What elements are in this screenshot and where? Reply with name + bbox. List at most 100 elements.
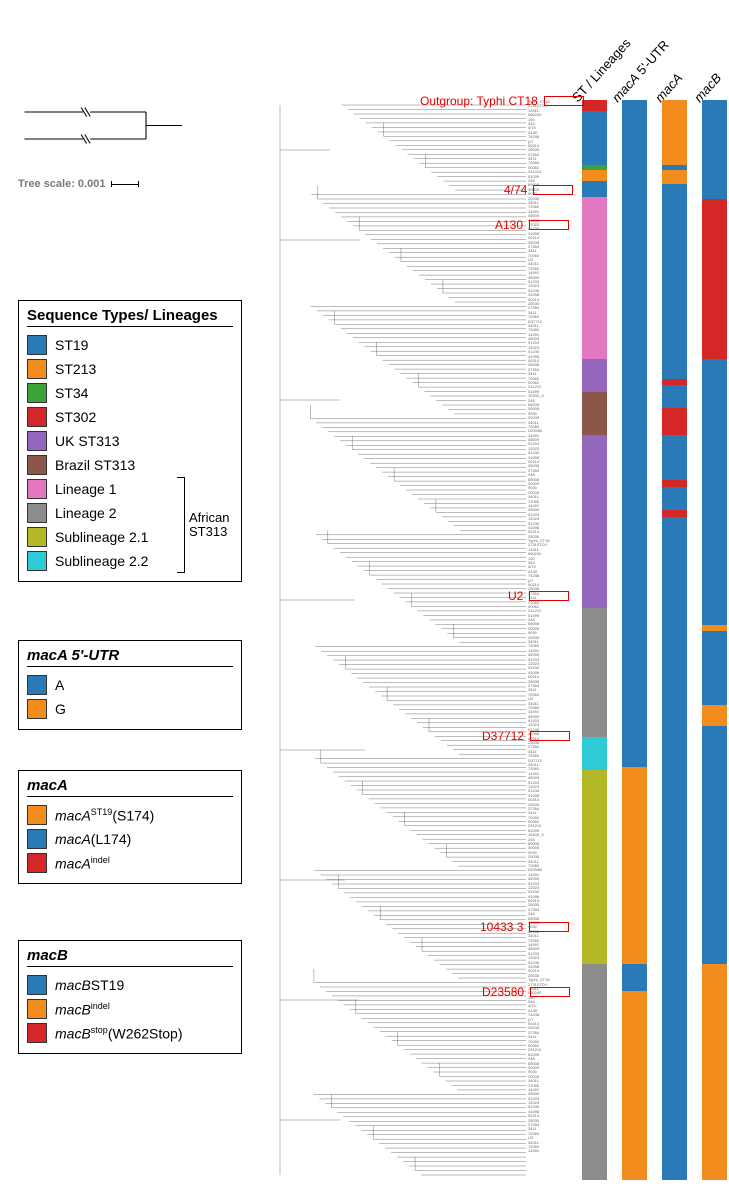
strip-segment [582,608,607,738]
legend-row: macAST19(S174) [27,803,233,827]
strip-segment [662,517,687,1180]
strip-segment [622,964,647,991]
column-utr [622,100,647,1180]
column-macB [702,100,727,1180]
column-lineage [582,100,607,1180]
swatch [27,359,47,379]
legend-item-label: A [55,677,64,693]
strip-segment [662,184,687,378]
strip-segment [702,359,727,625]
legend-macA-title: macA [27,777,233,797]
strip-segment [582,100,607,111]
strip-segment [582,770,607,964]
legend-item-label: macAindel [55,855,110,872]
strip-segment [582,359,607,391]
callout-box [529,922,569,932]
phylo-tree [270,100,530,1180]
swatch [27,527,47,547]
swatch [27,335,47,355]
callout-box [530,731,570,741]
legend-item-label: Lineage 1 [55,481,117,497]
legend-item-label: ST34 [55,385,88,401]
legend-item-label: macBST19 [55,977,124,993]
legend-item-label: macBstop(W262Stop) [55,1025,183,1042]
callout-label: Outgroup: Typhi CT18 [420,94,538,108]
tree-scale-label: Tree scale: 0.001 [18,178,105,190]
legend-row: ST213 [27,357,233,381]
legend-macB-title: macB [27,947,233,967]
legend-item-label: G [55,701,66,717]
swatch [27,455,47,475]
legend-row: macAindel [27,851,233,875]
strip-segment [702,199,727,359]
legend-row: macA(L174) [27,827,233,851]
legend-row: macBST19 [27,973,233,997]
callout-box [529,591,569,601]
legend-row: macBindel [27,997,233,1021]
strip-segment [702,726,727,964]
strip-segment [662,170,687,184]
legend-item-label: macAST19(S174) [55,807,154,824]
figure-area: ST / LineagesmacA 5'-UTRmacAmacB Typhi_C… [270,90,720,1190]
swatch [27,503,47,523]
strip-segment [622,100,647,767]
swatch [27,1023,47,1043]
callout: A130 [495,218,569,232]
legend-item-label: ST213 [55,361,96,377]
column-macA [662,100,687,1180]
legend-macB: macB macBST19 macBindel macBstop(W262Stop) [18,940,242,1054]
outgroup-tree-hint [20,95,200,170]
strip-segment [662,408,687,435]
tip-labels: Typhi_CT182731STDY133110602401503444/74A… [528,100,580,1180]
legend-item-label: Sublineage 2.1 [55,529,148,545]
strip-segment [582,392,607,435]
callout: U2 [508,589,569,603]
strip-segment [582,435,607,608]
strip-segment [582,737,607,769]
callout-label: D37712 [482,729,524,743]
swatch [27,551,47,571]
strip-segment [662,435,687,480]
strip-segment [702,964,727,1180]
legend-utr-title: macA 5'-UTR [27,647,233,667]
strip-segment [622,991,647,1180]
legend-row: Brazil ST313 [27,453,233,477]
legend-row: A [27,673,233,697]
callout: D37712 [482,729,570,743]
tree-scale: Tree scale: 0.001 [18,178,139,190]
callout-label: A130 [495,218,523,232]
callout: 10433 3 [480,920,569,934]
legend-item-label: Brazil ST313 [55,457,135,473]
strip-segment [582,964,607,1180]
strip-segment [582,111,607,165]
callout-box [544,96,584,106]
swatch [27,675,47,695]
legend-item-label: UK ST313 [55,433,120,449]
legend-row: UK ST313 [27,429,233,453]
callout-box [530,987,570,997]
legend-item-label: Lineage 2 [55,505,117,521]
strip-segment [662,487,687,511]
strip-segment [662,379,687,385]
legend-lineages: Sequence Types/ Lineages ST19 ST213 ST34 ST… [18,300,242,582]
callout-box [533,185,573,195]
swatch [27,479,47,499]
legend-utr: macA 5'-UTR AG [18,640,242,730]
legend-row: ST34 [27,381,233,405]
legend-lineages-title: Sequence Types/ Lineages [27,307,233,327]
callout: 4/74 [504,183,573,197]
strip-segment [622,767,647,964]
callout-label: 4/74 [504,183,527,197]
legend-row: macBstop(W262Stop) [27,1021,233,1045]
callout: D23580 [482,985,570,999]
strip-segment [702,625,727,631]
swatch [27,805,47,825]
legend-item-label: Sublineage 2.2 [55,553,148,569]
callout: Outgroup: Typhi CT18 [420,94,584,108]
legend-row: ST302 [27,405,233,429]
legend-row: G [27,697,233,721]
legend-item-label: ST19 [55,337,88,353]
legend-item-label: ST302 [55,409,96,425]
strip-segment [662,100,687,165]
swatch [27,999,47,1019]
